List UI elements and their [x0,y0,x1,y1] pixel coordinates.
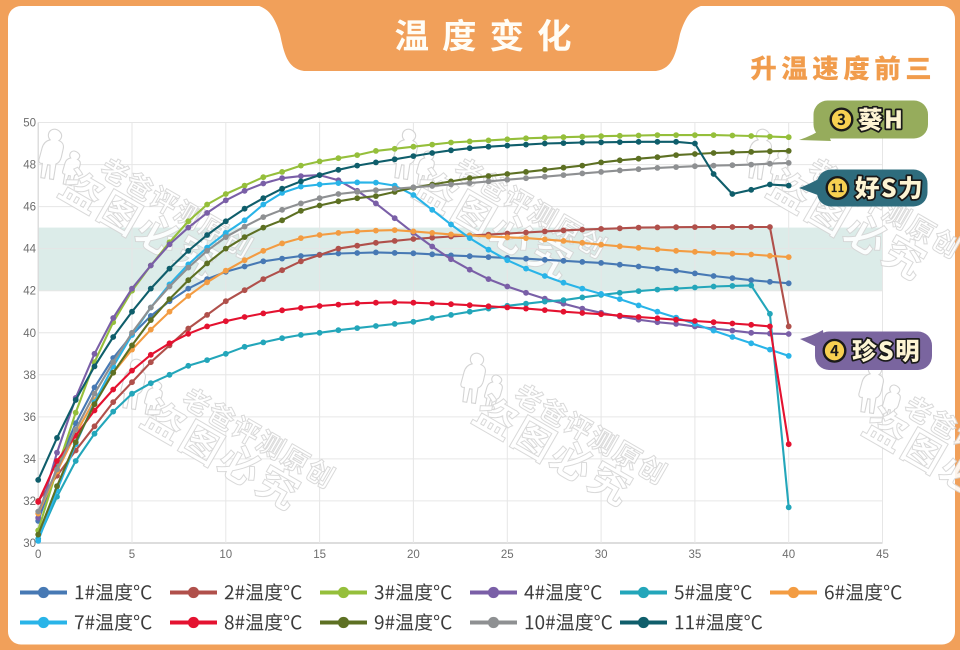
svg-text:50: 50 [23,118,36,130]
svg-text:40: 40 [23,328,36,340]
svg-text:42: 42 [23,286,36,298]
svg-text:10: 10 [219,549,232,561]
svg-text:0: 0 [35,549,41,561]
svg-text:5: 5 [129,549,135,561]
svg-text:38: 38 [23,370,36,382]
svg-text:45: 45 [876,549,889,561]
svg-text:36: 36 [23,412,36,424]
svg-text:35: 35 [689,549,702,561]
svg-text:34: 34 [23,454,36,466]
svg-text:44: 44 [23,244,36,256]
svg-text:30: 30 [595,549,608,561]
svg-text:32: 32 [23,496,36,508]
svg-text:20: 20 [407,549,420,561]
svg-text:15: 15 [313,549,326,561]
svg-text:30: 30 [23,538,36,550]
svg-text:25: 25 [501,549,514,561]
svg-text:46: 46 [23,202,36,214]
svg-text:48: 48 [23,160,36,172]
svg-text:40: 40 [782,549,795,561]
